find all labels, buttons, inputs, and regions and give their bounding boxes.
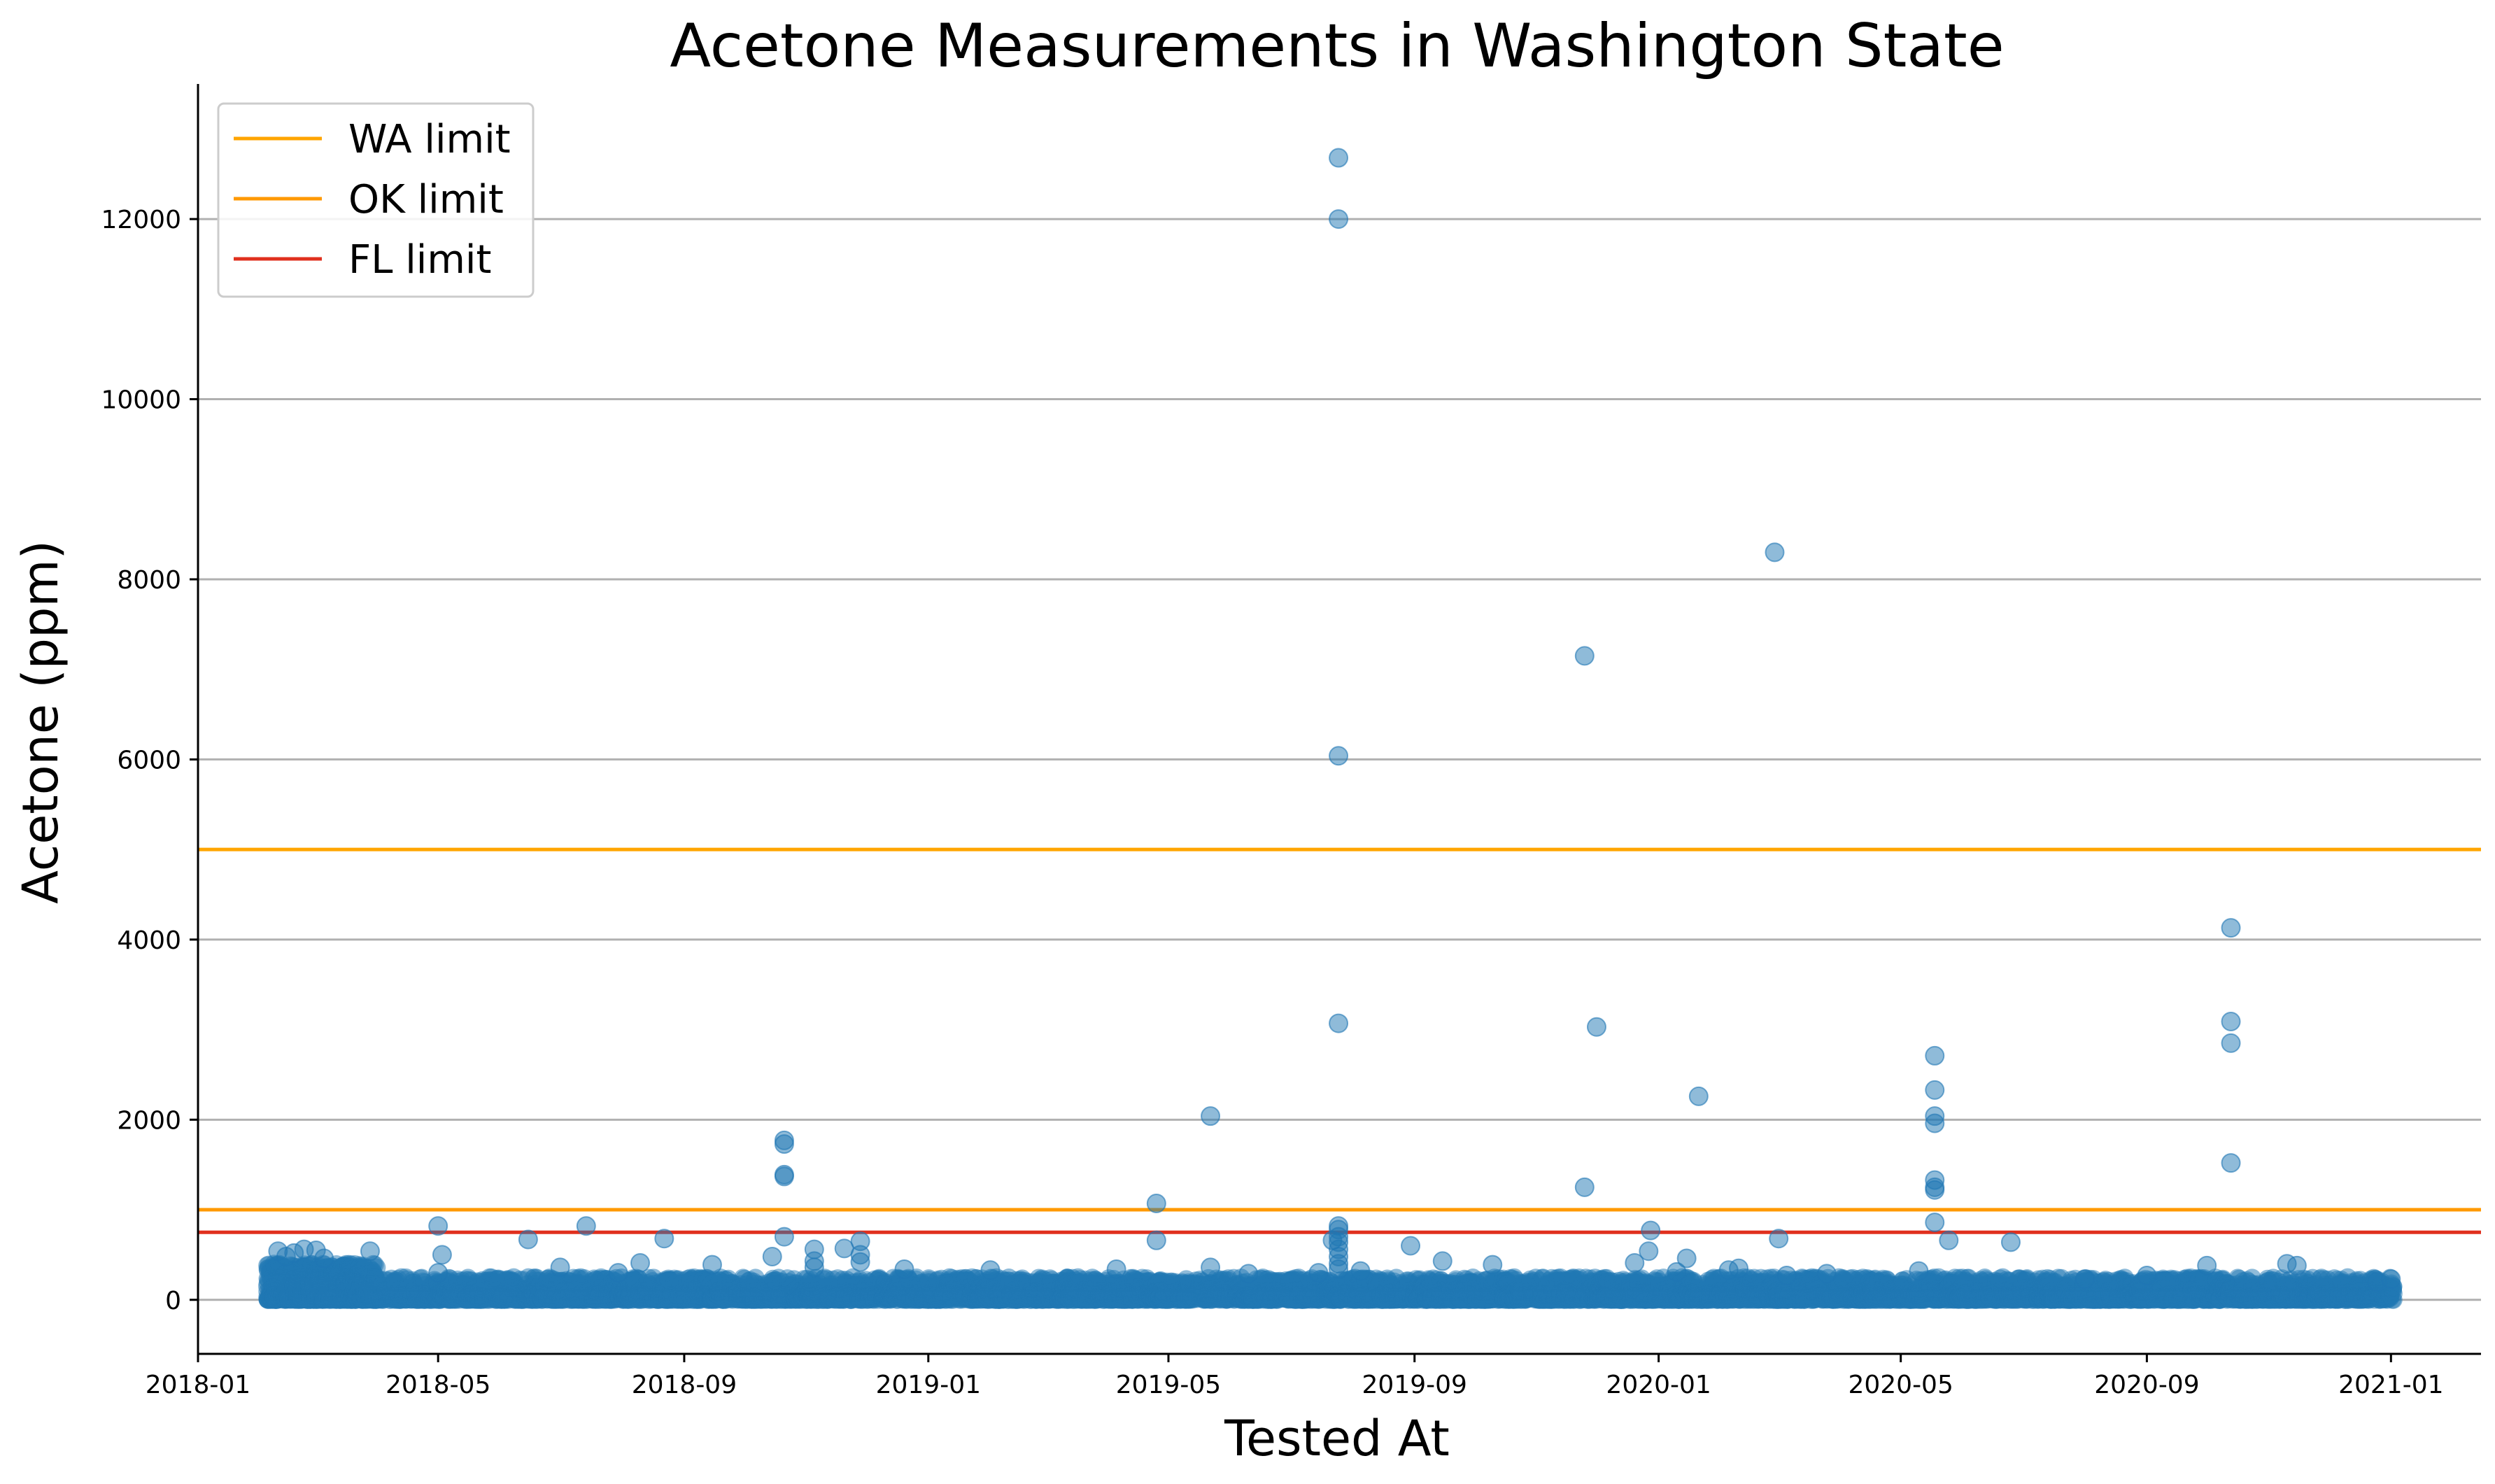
grid-lines	[198, 218, 2481, 1301]
scatter-points	[257, 148, 2403, 1309]
limit-lines	[198, 847, 2481, 1234]
